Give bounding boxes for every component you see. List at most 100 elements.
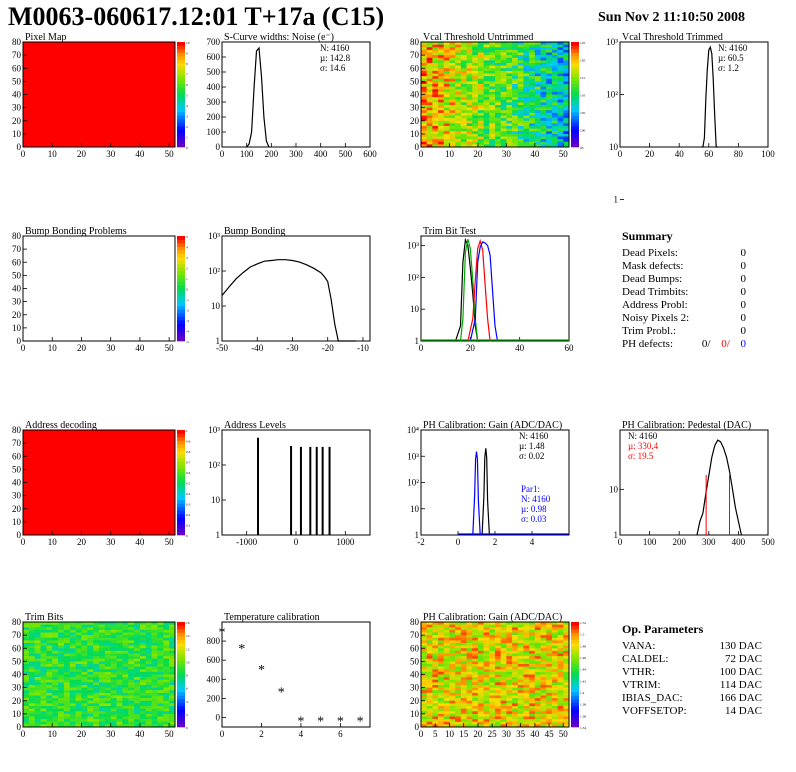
y-tick-label: 10² [606,90,618,100]
heatmap-cell [506,63,513,66]
heatmap-cell [28,713,35,717]
heatmap-cell [449,637,456,641]
heatmap-cell [455,622,462,625]
color-scale-cell [177,720,185,724]
heatmap-cell [460,632,467,636]
color-scale-cell [571,66,579,71]
heatmap-cell [87,643,94,646]
y-tick-label: 60 [12,63,22,73]
heatmap-cell [557,110,564,114]
heatmap-cell [46,721,53,725]
heatmap-cell [500,68,507,72]
heatmap-cell [517,91,524,95]
heatmap-cell [500,52,507,56]
y-tick-label: 30 [12,103,22,113]
heatmap-cell [23,671,30,675]
heatmap-cell [69,719,76,723]
heatmap-cell [75,685,82,688]
heatmap-cell [104,656,111,660]
heatmap-cell [546,690,553,694]
heatmap-cell [489,136,496,140]
heatmap-cell [500,664,507,667]
heatmap-cell [134,724,141,728]
heatmap-cell [163,685,170,688]
heatmap-cell [63,637,71,641]
heatmap-cell [563,640,570,644]
color-scale-cell [177,94,185,99]
heatmap-cell [438,107,445,111]
heatmap-cell [426,716,433,720]
heatmap-cell [500,698,507,702]
heatmap-cell [75,643,82,646]
heatmap-cell [134,648,141,652]
heatmap-cell [134,708,141,712]
heatmap-cell [145,724,152,728]
heatmap-cell [500,120,507,124]
heatmap-cell [438,136,445,140]
heatmap-cell [122,666,129,670]
heatmap-cell [472,110,479,114]
heatmap-cell [517,643,524,646]
heatmap-cell [128,706,135,709]
heatmap-cell [483,128,490,132]
heatmap-cell [81,700,88,704]
heatmap-cell [145,645,152,649]
heatmap-cell [466,141,473,145]
heatmap-cell [28,711,35,715]
x-tick-label: 2 [259,729,264,739]
heatmap-cell [489,640,496,644]
color-scale-cell [177,302,185,307]
heatmap-cell [163,711,170,715]
heatmap-cell [466,719,473,723]
color-scale-cell [571,87,579,92]
plot-frame [22,235,176,342]
heatmap-cell [145,695,152,699]
heatmap-cell [546,658,553,662]
heatmap-cell [534,624,541,628]
heatmap-cell [443,658,450,662]
color-scale-cell [177,52,185,57]
heatmap-cell [93,721,100,725]
y-tick-label: 100 [207,127,221,137]
scatter-point: * [238,642,245,657]
heatmap-cell [169,682,176,686]
heatmap-cell [534,52,541,56]
heatmap-cell [506,687,513,691]
y-tick-label: 30 [410,683,420,693]
color-scale-cell [177,133,185,137]
x-tick-label: 400 [732,537,746,547]
heatmap-cell [557,671,564,675]
heatmap-cell [23,677,30,681]
heatmap-cell [46,622,53,625]
color-scale-tick: 1.42 [580,679,586,683]
heatmap-cell [110,661,117,665]
heatmap-cell [455,703,462,707]
heatmap-cell [557,658,564,662]
color-scale-cell [177,59,185,64]
heatmap-cell [99,716,106,720]
heatmap-cell [534,643,541,646]
heatmap-cell [426,128,433,132]
heatmap-cell [455,637,462,641]
heatmap-cell [169,679,176,683]
heatmap-cell [69,643,76,646]
heatmap-cell [551,115,558,119]
heatmap-cell [438,49,445,53]
summary-value: 0 [740,286,747,298]
heatmap-cell [157,677,164,681]
heatmap-cell [87,724,94,728]
heatmap-cell [523,99,530,103]
heatmap-cell [495,60,501,64]
heatmap-cell [443,120,450,124]
heatmap-cell [122,632,129,636]
heatmap-cell [540,118,547,122]
color-scale-cell [571,695,579,700]
heatmap-cell [443,656,450,660]
heatmap-cell [512,68,519,72]
heatmap-cell [69,677,76,681]
heatmap-cell [28,632,35,636]
heatmap-cell [477,115,484,119]
param-row: VTRIM: 114 DAC [622,679,762,692]
heatmap-cell [500,695,507,699]
heatmap-cell [489,627,496,631]
